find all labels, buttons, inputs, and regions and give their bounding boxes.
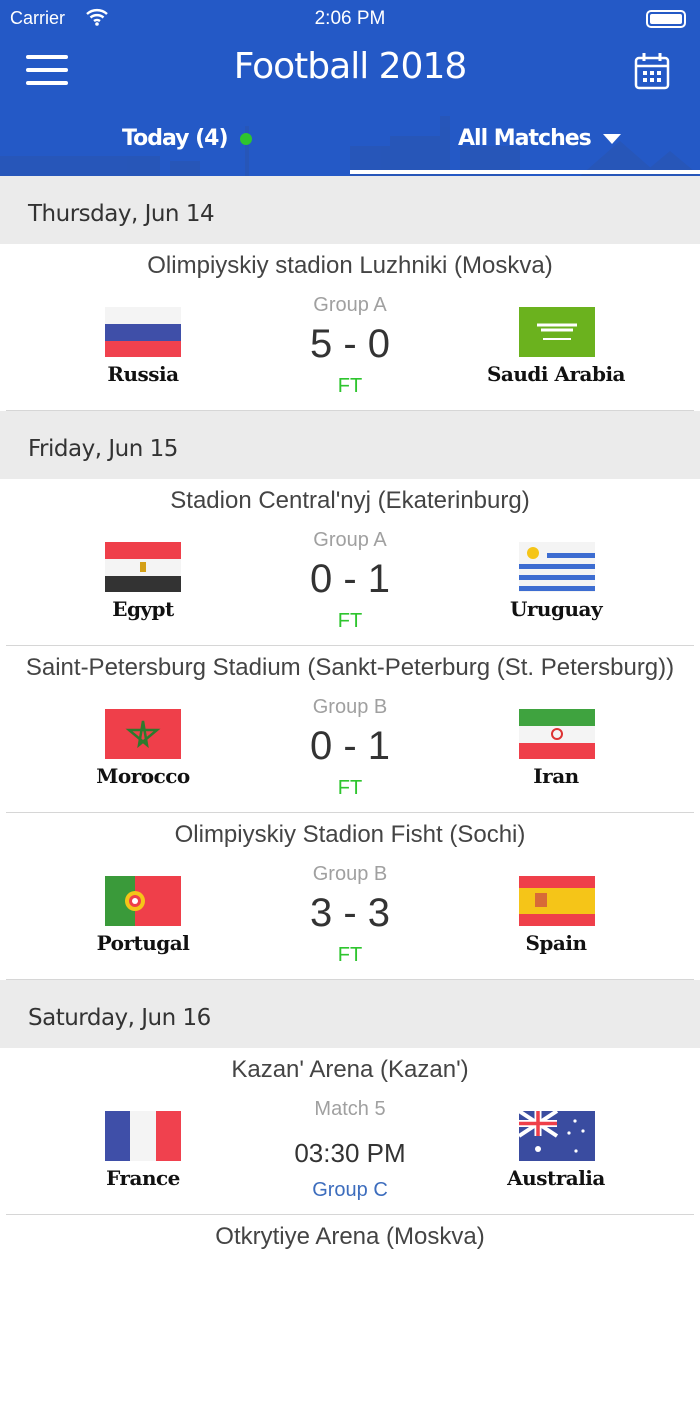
match-status: FT [337,777,363,799]
venue: Otkrytiye Arena (Moskva) [215,1223,485,1250]
divider [6,1214,694,1215]
match-status: FT [337,375,363,397]
away-team: Uruguay [509,597,603,621]
match-row[interactable]: Stadion Central'nyj (Ekaterinburg) Egypt… [0,479,700,646]
away-team: Australia [507,1166,605,1190]
home-team: Portugal [96,931,190,955]
kickoff-time: 03:30 PM [294,1138,406,1168]
away-team: Saudi Arabia [486,362,626,386]
match-list[interactable]: Thursday, Jun 14 Olimpiyskiy stadion Luz… [0,176,700,1415]
tab-all-matches-label: All Matches [458,126,592,151]
match-status: FT [337,944,363,966]
match-row[interactable]: Saint-Petersburg Stadium (Sankt-Peterbur… [0,646,700,813]
day-header: Saturday, Jun 16 [0,980,700,1048]
match-row[interactable]: Olimpiyskiy Stadion Fisht (Sochi) Portug… [0,813,700,980]
score: 0 - 1 [309,557,391,601]
wifi-icon [86,9,108,26]
battery-icon [646,10,686,28]
status-bar: Carrier 2:06 PM [0,6,700,30]
venue: Olimpiyskiy Stadion Fisht (Sochi) [174,821,526,848]
score: 0 - 1 [309,724,391,768]
home-team: Russia [107,362,179,386]
flag-morocco-icon [105,709,181,759]
group-link[interactable]: Group C [312,1179,388,1201]
home-team: Morocco [96,764,190,788]
divider [6,812,694,813]
away-team: Spain [525,931,587,955]
venue: Olimpiyskiy stadion Luzhniki (Moskva) [147,252,553,279]
flag-spain-icon [519,876,595,926]
flag-russia-icon [105,307,181,357]
group-label: Group A [313,529,387,551]
flag-saudi-arabia-icon [519,307,595,357]
flag-portugal-icon [105,876,181,926]
carrier-label: Carrier [10,8,66,28]
calendar-icon[interactable] [634,52,670,90]
score: 3 - 3 [309,891,391,935]
match-row[interactable]: Otkrytiye Arena (Moskva) [0,1215,700,1415]
day-header: Friday, Jun 15 [0,411,700,479]
away-team: Iran [533,764,579,788]
flag-france-icon [105,1111,181,1161]
match-status: FT [337,610,363,632]
venue: Kazan' Arena (Kazan') [231,1056,469,1083]
divider [6,979,694,980]
tab-today[interactable]: Today (4) [122,126,252,151]
menu-icon[interactable] [26,55,68,85]
group-label: Group B [312,696,388,718]
flag-australia-icon [519,1111,595,1161]
active-tab-indicator [350,170,700,174]
match-row[interactable]: Olimpiyskiy stadion Luzhniki (Moskva) Ru… [0,244,700,411]
flag-egypt-icon [105,542,181,592]
tab-all-matches[interactable]: All Matches [458,126,621,151]
app-title: Football 2018 [233,46,468,87]
home-team: France [106,1166,180,1190]
app-header: Carrier 2:06 PM Football 2018 Today (4) … [0,0,700,176]
group-label: Group B [312,863,388,885]
tab-today-label: Today (4) [122,126,229,151]
venue: Saint-Petersburg Stadium (Sankt-Peterbur… [25,654,675,681]
skyline-decoration [0,116,700,176]
venue: Stadion Central'nyj (Ekaterinburg) [170,487,530,514]
score: 5 - 0 [309,322,391,366]
divider [6,410,694,411]
divider [6,645,694,646]
day-header: Thursday, Jun 14 [0,176,700,244]
match-number: Match 5 [314,1098,386,1120]
group-label: Group A [313,294,387,316]
flag-iran-icon [519,709,595,759]
live-dot-icon [239,133,252,145]
clock: 2:06 PM [314,8,386,29]
flag-uruguay-icon [519,542,595,592]
match-row[interactable]: Kazan' Arena (Kazan') France Match 5 03:… [0,1048,700,1215]
dropdown-caret-icon [602,134,621,144]
home-team: Egypt [112,597,174,621]
